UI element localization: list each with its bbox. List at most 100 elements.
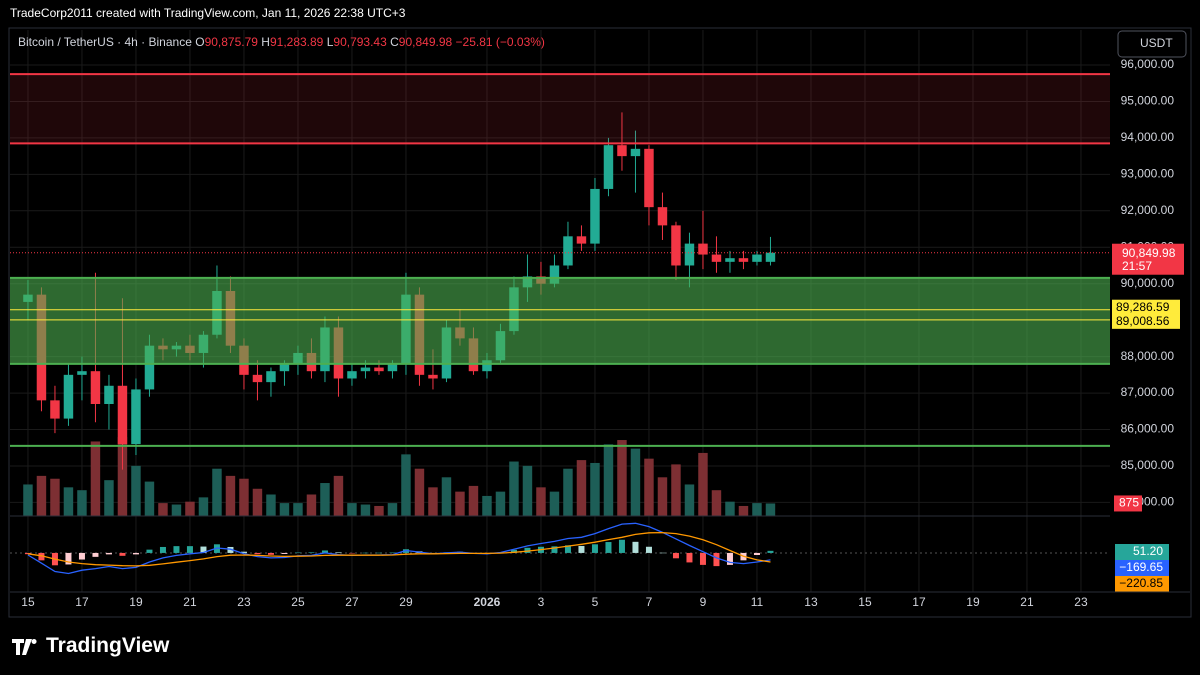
candle-body <box>617 145 627 157</box>
histogram-bar <box>375 552 382 554</box>
last-price-label: 90,849.98 <box>1122 246 1176 260</box>
histogram-bar <box>227 546 234 553</box>
x-tick-label: 21 <box>1020 595 1034 609</box>
histogram-bar <box>686 552 693 563</box>
volume-bar <box>549 491 560 516</box>
x-tick-label: 27 <box>345 595 359 609</box>
volume-bar <box>36 475 47 516</box>
histogram-bar <box>726 552 733 565</box>
histogram-bar <box>767 550 774 553</box>
candle-body <box>360 367 371 372</box>
x-tick-label: 17 <box>75 595 89 609</box>
symbol-bar: Bitcoin / TetherUS · 4h · Binance O90,87… <box>18 35 545 49</box>
x-tick-label: 9 <box>700 595 707 609</box>
ohlc-key: H <box>261 35 270 49</box>
price-tag <box>1112 313 1180 329</box>
volume-bar <box>657 477 668 516</box>
volume-bar <box>104 480 114 516</box>
candle-body <box>563 236 573 266</box>
histogram-bar <box>713 552 720 567</box>
macd-tag-label: −169.65 <box>1119 560 1163 574</box>
candle-body <box>131 389 141 445</box>
brand: TradingView <box>46 634 170 657</box>
volume-bar <box>171 504 182 516</box>
histogram-bar <box>753 552 760 555</box>
volume-bar <box>374 505 384 516</box>
ohlc-key: O <box>195 35 205 49</box>
price-tag <box>1112 299 1180 315</box>
volume-bar <box>239 478 249 516</box>
ohlc-key: C <box>390 35 399 49</box>
candle-body <box>590 188 600 244</box>
candle-body <box>482 360 492 372</box>
macd-line <box>27 531 771 567</box>
candle-body <box>657 207 668 226</box>
volume-bar <box>603 444 614 516</box>
candle-body <box>104 385 114 404</box>
histogram-bar <box>254 552 261 555</box>
volume-bar <box>468 485 479 516</box>
volume-bar <box>765 503 776 516</box>
volume-bar <box>738 505 749 516</box>
ohlc-value: 90,849.98 <box>398 35 453 49</box>
volume-bar <box>617 440 627 516</box>
candle-body <box>576 236 587 244</box>
candle-body <box>428 374 438 379</box>
macd-tag-label: 51.20 <box>1133 544 1163 558</box>
volume-bar <box>684 484 695 516</box>
candle-body <box>765 252 776 262</box>
ohlc: O90,875.79 H91,283.89 L90,793.43 C90,849… <box>195 35 455 49</box>
volume-bar <box>441 477 452 516</box>
candle-body <box>347 371 357 379</box>
volume-bar <box>158 503 168 516</box>
volume-bar <box>455 491 465 516</box>
volume-bar <box>320 483 330 516</box>
currency[interactable]: USDT <box>1140 36 1173 50</box>
candle-body <box>644 148 654 208</box>
candle-body <box>266 371 276 383</box>
volume-bar <box>671 464 681 516</box>
histogram-bar <box>294 552 301 554</box>
histogram-bar <box>159 546 166 553</box>
histogram-bar <box>200 546 207 553</box>
histogram-bar <box>659 552 666 554</box>
histogram-bar <box>146 549 153 553</box>
volume-bar <box>563 468 573 516</box>
volume-bar <box>387 503 398 516</box>
histogram-bar <box>524 547 531 553</box>
volume-bar <box>185 501 195 516</box>
histogram-bar <box>632 541 639 553</box>
volume-bar <box>212 468 222 516</box>
histogram-bar <box>591 544 598 553</box>
volume-bar <box>333 475 344 516</box>
x-tick-label: 2026 <box>474 595 501 609</box>
x-tick-label: 29 <box>399 595 413 609</box>
candle-body <box>738 258 749 262</box>
candle-body <box>711 254 722 262</box>
volume-bar <box>576 460 587 516</box>
candle-body <box>279 363 290 372</box>
plot: 15 17 19 21 23 25 27 29 2026 3 5 7 9 11 13 15 17 19 21 2384… <box>10 30 1190 609</box>
price-tag-label: 89,286.59 <box>1116 300 1170 314</box>
x-tick-label: 5 <box>592 595 599 609</box>
y-tick-label: 87,000.00 <box>1121 385 1175 399</box>
volume-bar <box>630 448 641 516</box>
volume-bar <box>77 490 87 516</box>
volume-bar <box>711 490 722 516</box>
histogram-bar <box>699 552 706 565</box>
currency-button[interactable] <box>1117 30 1187 58</box>
histogram-bar <box>78 552 85 560</box>
macd-tag <box>1115 560 1169 576</box>
x-tick-label: 7 <box>646 595 653 609</box>
volume-bar <box>752 503 762 516</box>
candle-body <box>50 400 60 419</box>
logo <box>12 639 37 655</box>
histogram-bar <box>389 552 396 554</box>
volume-tag-label: 875 <box>1119 496 1139 510</box>
x-tick-label: 25 <box>291 595 305 609</box>
candle-body <box>117 385 128 445</box>
ohlc-value: 90,875.79 <box>204 35 258 49</box>
y-tick-label: 92,000.00 <box>1121 203 1175 217</box>
volume-bar <box>131 465 141 516</box>
